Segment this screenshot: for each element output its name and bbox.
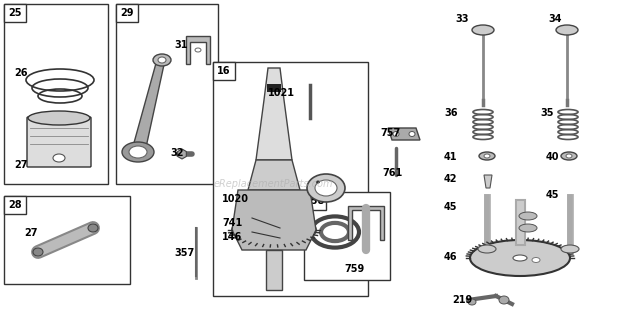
- Text: 759: 759: [344, 264, 365, 274]
- Ellipse shape: [556, 25, 578, 35]
- Ellipse shape: [566, 154, 572, 158]
- Ellipse shape: [561, 152, 577, 160]
- Ellipse shape: [479, 152, 495, 160]
- Bar: [304, 192, 326, 210]
- Ellipse shape: [88, 224, 98, 232]
- Text: 219: 219: [452, 295, 472, 305]
- Text: 36: 36: [444, 108, 458, 118]
- Bar: [304, 192, 390, 280]
- Text: 41: 41: [444, 152, 458, 162]
- Polygon shape: [266, 250, 282, 290]
- Text: 31: 31: [174, 40, 187, 50]
- Polygon shape: [132, 56, 165, 152]
- Polygon shape: [484, 175, 492, 188]
- Text: 1021: 1021: [268, 88, 295, 98]
- Ellipse shape: [129, 146, 147, 158]
- Bar: [4, 4, 26, 22]
- Ellipse shape: [158, 57, 166, 63]
- Ellipse shape: [519, 212, 537, 220]
- Text: 33: 33: [455, 14, 469, 24]
- Ellipse shape: [28, 111, 90, 125]
- Ellipse shape: [195, 48, 201, 52]
- Text: eReplacementParts.com: eReplacementParts.com: [213, 179, 332, 189]
- Bar: [4, 196, 130, 284]
- Text: 46: 46: [444, 252, 458, 262]
- Ellipse shape: [468, 299, 476, 305]
- Text: 45: 45: [546, 190, 559, 200]
- Text: 25: 25: [8, 8, 22, 18]
- Ellipse shape: [513, 255, 527, 261]
- Text: 26: 26: [14, 68, 27, 78]
- Text: 758: 758: [305, 196, 325, 206]
- Bar: [267, 84, 281, 92]
- Bar: [116, 4, 138, 22]
- Bar: [213, 62, 368, 296]
- Polygon shape: [256, 68, 292, 160]
- Text: 761: 761: [382, 168, 402, 178]
- Bar: [4, 196, 26, 214]
- Text: 45: 45: [444, 202, 458, 212]
- Polygon shape: [388, 128, 420, 140]
- Ellipse shape: [122, 142, 154, 162]
- Text: 146: 146: [222, 232, 242, 242]
- Bar: [4, 4, 108, 184]
- Ellipse shape: [484, 154, 490, 158]
- Polygon shape: [186, 36, 210, 64]
- Text: 27: 27: [14, 160, 27, 170]
- Text: 757: 757: [380, 128, 401, 138]
- Ellipse shape: [561, 245, 579, 253]
- Bar: [116, 4, 218, 184]
- Polygon shape: [248, 160, 300, 190]
- Text: 29: 29: [120, 8, 134, 18]
- Ellipse shape: [307, 174, 345, 202]
- FancyBboxPatch shape: [27, 117, 91, 167]
- Ellipse shape: [33, 248, 43, 256]
- Ellipse shape: [472, 25, 494, 35]
- Ellipse shape: [409, 132, 415, 137]
- Text: 357: 357: [174, 248, 194, 258]
- Text: 32: 32: [170, 148, 184, 158]
- Ellipse shape: [53, 154, 65, 162]
- Text: 40: 40: [546, 152, 559, 162]
- Bar: [213, 62, 235, 80]
- Ellipse shape: [232, 215, 316, 245]
- Ellipse shape: [393, 132, 399, 137]
- Polygon shape: [232, 190, 316, 250]
- Text: 35: 35: [540, 108, 554, 118]
- Text: 1020: 1020: [222, 194, 249, 204]
- Text: 42: 42: [444, 174, 458, 184]
- Ellipse shape: [316, 180, 320, 184]
- Ellipse shape: [499, 296, 509, 304]
- Ellipse shape: [478, 245, 496, 253]
- Ellipse shape: [153, 54, 171, 66]
- Text: 741: 741: [222, 218, 242, 228]
- Ellipse shape: [315, 180, 337, 196]
- Ellipse shape: [532, 257, 540, 262]
- Text: 16: 16: [217, 66, 231, 76]
- Text: 27: 27: [24, 228, 37, 238]
- Ellipse shape: [470, 240, 570, 276]
- Text: 34: 34: [548, 14, 562, 24]
- Text: 28: 28: [8, 200, 22, 210]
- Polygon shape: [348, 206, 384, 240]
- Ellipse shape: [519, 224, 537, 232]
